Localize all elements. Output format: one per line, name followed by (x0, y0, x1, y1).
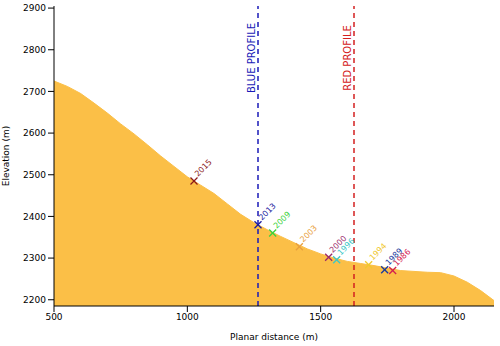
svg-text:2800: 2800 (23, 45, 46, 55)
svg-text:2015: 2015 (193, 158, 214, 179)
svg-text:BLUE PROFILE: BLUE PROFILE (246, 23, 257, 93)
svg-text:2009: 2009 (272, 210, 293, 231)
svg-text:2700: 2700 (23, 87, 46, 97)
svg-text:1500: 1500 (309, 312, 332, 322)
svg-text:2013: 2013 (257, 201, 278, 222)
svg-text:Planar distance (m): Planar distance (m) (230, 332, 318, 342)
svg-text:1996: 1996 (336, 236, 357, 257)
svg-text:2200: 2200 (23, 295, 46, 305)
svg-text:1994: 1994 (367, 241, 389, 263)
svg-text:2900: 2900 (23, 3, 46, 13)
svg-text:2400: 2400 (23, 212, 46, 222)
svg-text:Elevation (m): Elevation (m) (8, 126, 11, 186)
svg-text:1989: 1989 (383, 246, 405, 268)
svg-text:2003: 2003 (298, 223, 319, 244)
svg-text:RED PROFILE: RED PROFILE (342, 25, 353, 91)
svg-text:1986: 1986 (392, 247, 413, 268)
svg-text:500: 500 (45, 312, 62, 322)
svg-text:2000: 2000 (327, 233, 349, 255)
svg-text:2500: 2500 (23, 170, 46, 180)
svg-text:2000: 2000 (443, 312, 466, 322)
svg-text:1000: 1000 (176, 312, 199, 322)
svg-text:2600: 2600 (23, 128, 46, 138)
svg-text:2300: 2300 (23, 253, 46, 263)
